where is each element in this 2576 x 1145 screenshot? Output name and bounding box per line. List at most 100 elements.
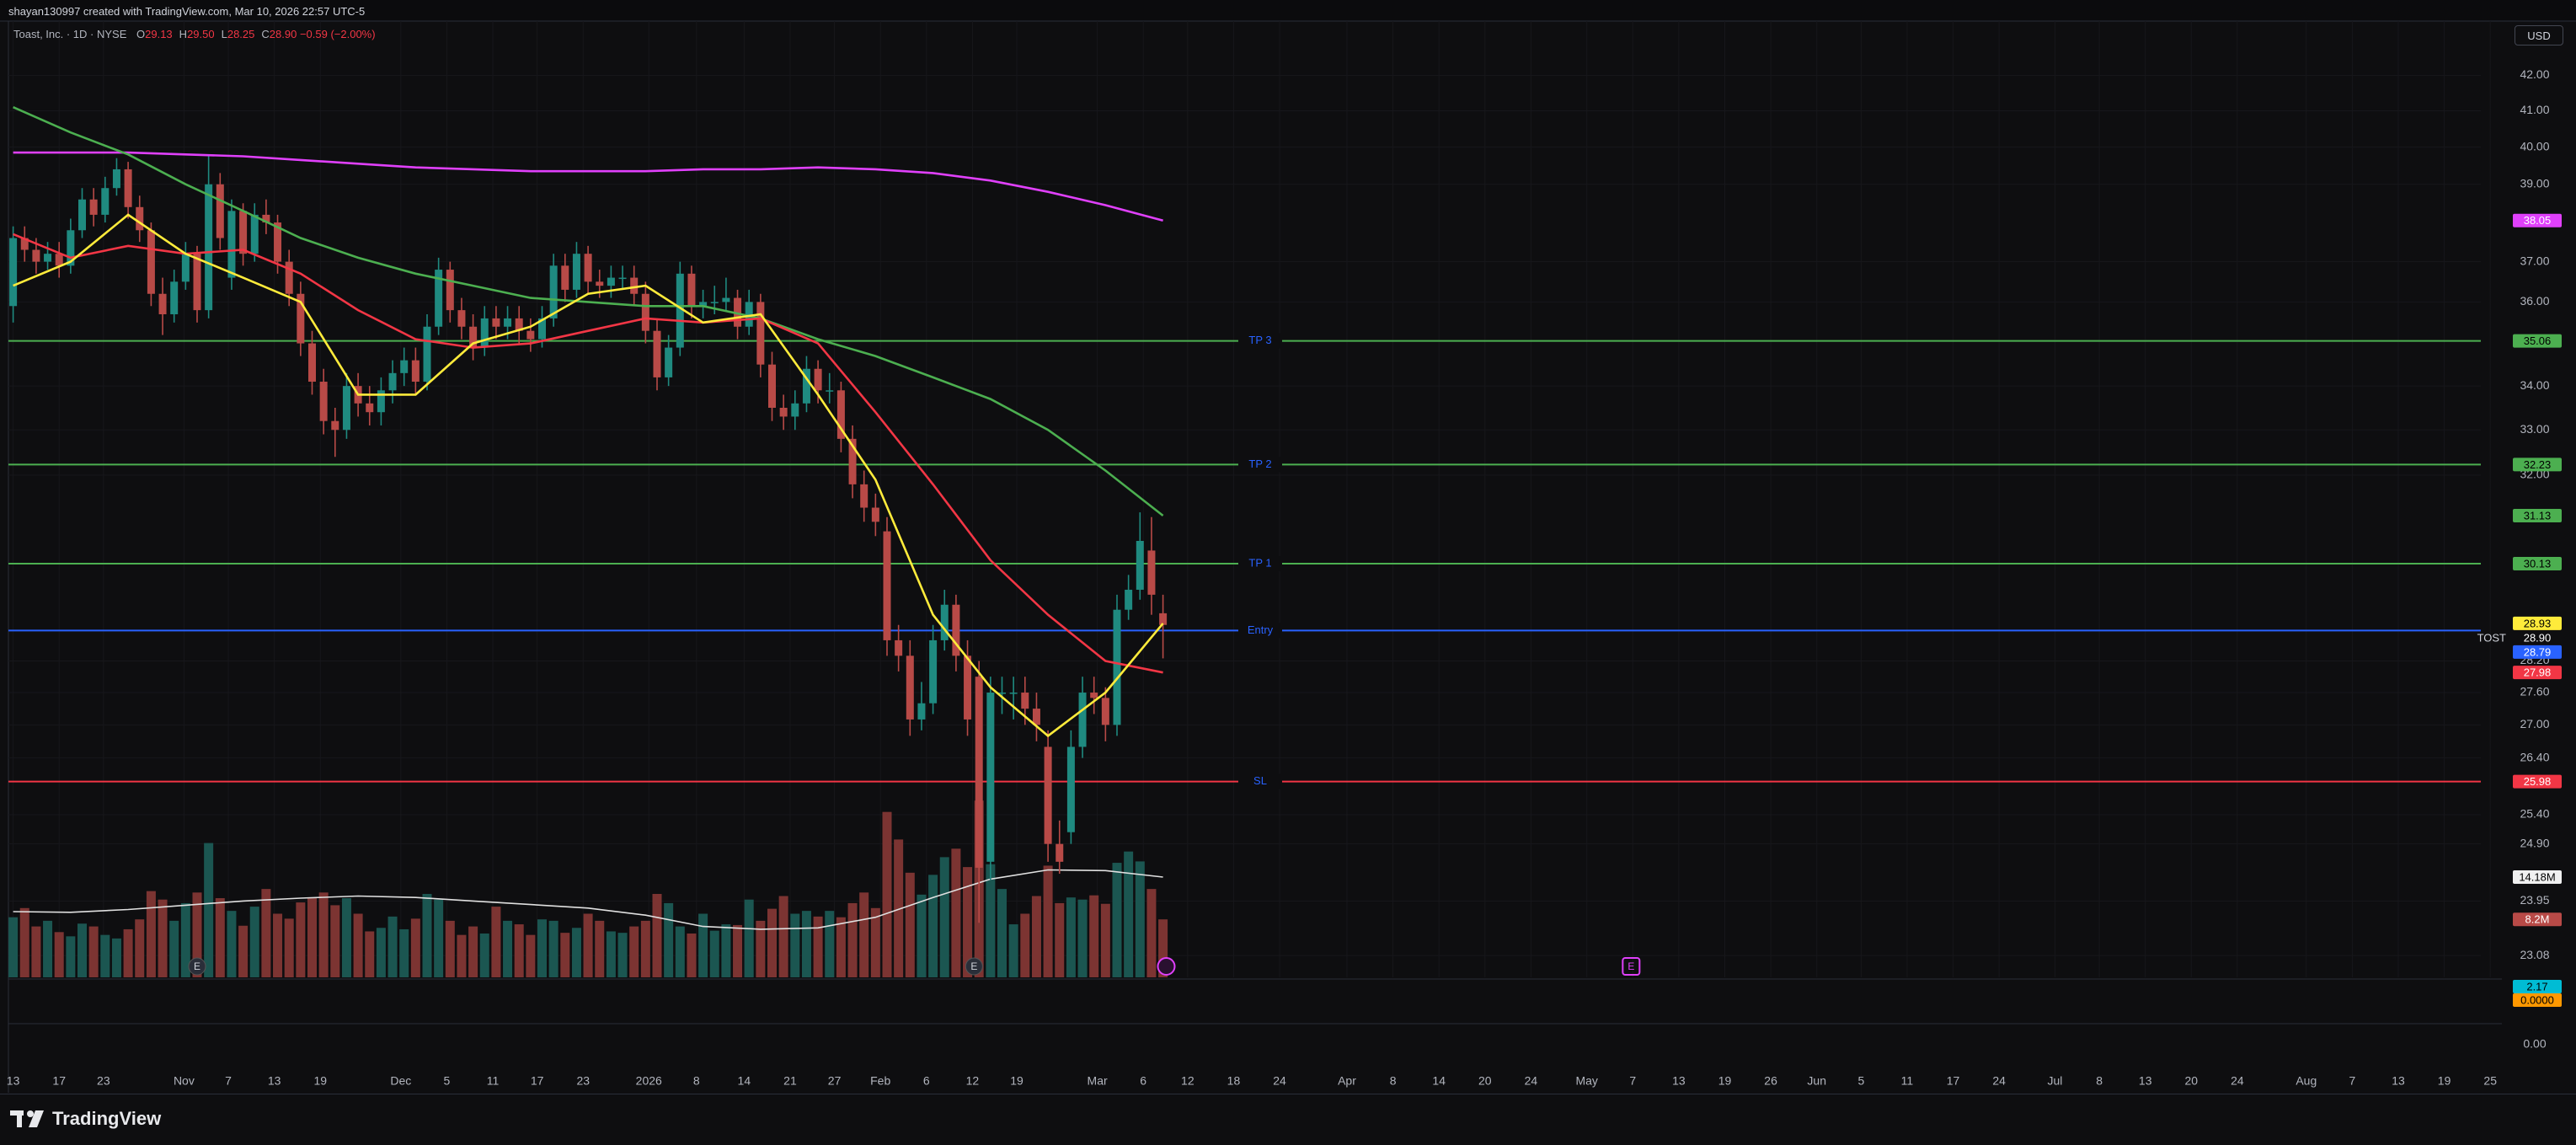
candle-body — [377, 390, 385, 413]
candle-body — [952, 604, 960, 656]
candle-body — [572, 254, 580, 290]
volume-bar — [307, 897, 317, 977]
symbol: Toast, Inc. · 1D · NYSE — [13, 28, 127, 40]
level-label: SL — [1253, 774, 1267, 787]
volume-bar — [698, 913, 708, 977]
candle-body — [101, 188, 110, 215]
level-badge: 35.06 — [2524, 334, 2552, 347]
brand: TradingView — [52, 1108, 162, 1129]
volume-bar — [158, 899, 168, 977]
earnings-marker-label: E — [1627, 960, 1634, 972]
x-tick-label: 20 — [2185, 1074, 2199, 1088]
volume-bar — [617, 933, 628, 977]
logo — [10, 1110, 44, 1127]
volume-bar — [284, 918, 294, 977]
candle-body — [584, 254, 592, 282]
ma-value-badge-bg — [2513, 213, 2562, 227]
y-tick-label: 41.00 — [2520, 103, 2549, 116]
x-tick-label: 8 — [693, 1074, 700, 1088]
ohlc-value: 29.13 — [145, 28, 173, 40]
volume-bar — [767, 908, 777, 977]
volume-bar — [664, 902, 674, 977]
volume-bar — [135, 919, 145, 977]
candle-body — [1066, 746, 1075, 832]
volume-bar — [100, 934, 110, 977]
volume-bar — [111, 938, 121, 977]
indicator-badge: 0.0000 — [2520, 993, 2554, 1006]
volume-bar — [756, 920, 766, 977]
volume-bar — [905, 872, 915, 977]
x-tick-label: Apr — [1338, 1074, 1356, 1088]
volume-bar — [1055, 902, 1065, 977]
level-badge-bg — [2513, 774, 2562, 789]
volume-bar — [261, 889, 271, 977]
volume-bar — [365, 931, 375, 977]
indicator-badge-bg — [2513, 980, 2562, 993]
ma-value-badge-bg — [2513, 509, 2562, 523]
candle-body — [975, 677, 983, 868]
currency-button[interactable]: USD — [2515, 25, 2563, 45]
footer: TradingView — [0, 1094, 2576, 1145]
volume-bar — [468, 926, 478, 977]
candle-body — [676, 273, 684, 348]
y-tick-label: 34.00 — [2520, 378, 2549, 392]
x-tick-label: 6 — [1140, 1074, 1146, 1088]
x-tick-label: Aug — [2295, 1074, 2317, 1088]
candle-body — [1113, 609, 1121, 725]
volume-bar — [422, 893, 432, 977]
volume-bar — [410, 918, 420, 977]
x-tick-label: Dec — [390, 1074, 411, 1088]
candle-body — [710, 302, 719, 303]
volume-bar — [986, 864, 996, 977]
y-tick-label: 26.40 — [2520, 750, 2549, 763]
candle-body — [216, 184, 224, 238]
level-badge: 28.79 — [2524, 645, 2552, 658]
candle-body — [32, 249, 40, 262]
volume-bar — [537, 919, 547, 977]
ohlc-label: H — [179, 28, 188, 40]
x-tick-label: 23 — [576, 1074, 590, 1088]
ma-value-badge: 31.13 — [2524, 509, 2552, 522]
candle-body — [986, 693, 995, 862]
candle-body — [319, 382, 328, 421]
volume-bar — [894, 839, 904, 977]
x-tick-label: 24 — [1992, 1074, 2006, 1088]
x-tick-label: 25 — [2483, 1074, 2497, 1088]
candle-body — [756, 302, 765, 365]
candle-body — [596, 281, 604, 286]
volume-bar — [801, 911, 811, 977]
candle-body — [779, 407, 788, 417]
ohlc-label: L — [221, 28, 227, 40]
volume-bar — [353, 913, 363, 977]
candle-body — [435, 270, 443, 327]
volume-bar — [997, 889, 1007, 977]
ohlc-value: 28.90 — [269, 28, 297, 40]
x-tick-label: 19 — [1010, 1074, 1023, 1088]
candle-body — [170, 281, 179, 315]
volume-bar — [445, 920, 455, 977]
candle-body — [331, 420, 339, 431]
level-badge-bg — [2513, 645, 2562, 659]
ma-value-badge: 27.98 — [2524, 666, 2552, 679]
candle-body — [895, 639, 903, 656]
earnings-marker — [965, 957, 983, 976]
volume-bar — [479, 933, 489, 977]
candle-body — [526, 330, 535, 340]
candle-body — [1090, 693, 1098, 698]
candle-body — [1147, 550, 1156, 595]
x-tick-label: 13 — [2139, 1074, 2152, 1088]
moving-average-line — [13, 213, 1164, 738]
ma-value-badge: 38.05 — [2524, 214, 2552, 227]
x-tick-label: 13 — [268, 1074, 281, 1088]
y-tick-label: 27.60 — [2520, 685, 2549, 698]
candle-body — [1136, 540, 1144, 590]
y-tick-label: 36.00 — [2520, 294, 2549, 308]
candle-body — [1021, 693, 1029, 709]
level-badge: 25.98 — [2524, 775, 2552, 788]
candle-body — [1056, 843, 1064, 862]
x-tick-label: 11 — [1901, 1074, 1914, 1088]
x-tick-label: 24 — [1525, 1074, 1538, 1088]
volume-bar — [571, 928, 581, 977]
level-label: Entry — [1248, 623, 1274, 636]
candle-body — [44, 254, 52, 262]
